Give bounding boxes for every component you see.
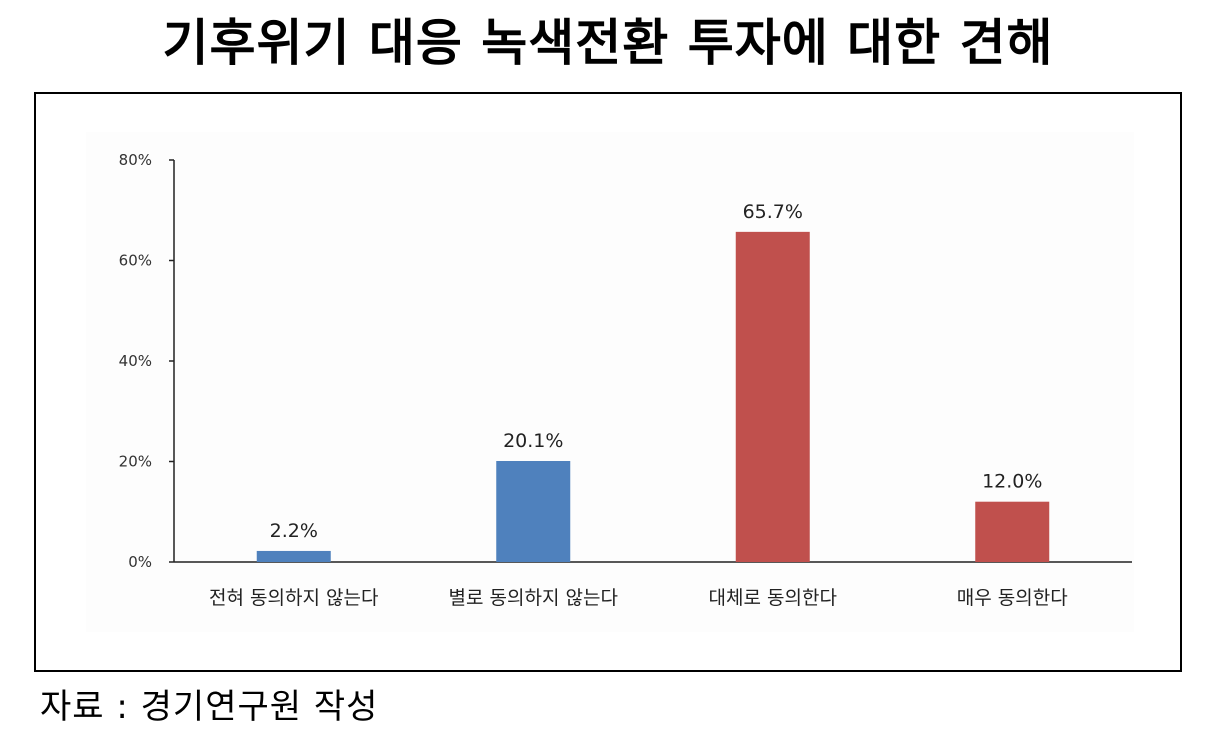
- category-label: 매우 동의한다: [957, 587, 1068, 609]
- bar-value-label: 65.7%: [743, 201, 803, 223]
- y-tick-label: 20%: [119, 453, 152, 471]
- y-tick-label: 0%: [128, 553, 152, 571]
- y-tick-label: 60%: [119, 252, 152, 270]
- y-tick-label: 40%: [119, 352, 152, 370]
- bar: [256, 550, 331, 562]
- category-label: 전혀 동의하지 않는다: [209, 587, 378, 609]
- bar-value-label: 12.0%: [982, 471, 1042, 493]
- bar: [975, 501, 1050, 562]
- source-note: 자료 : 경기연구원 작성: [40, 687, 379, 727]
- chart-frame: 0% 20% 40% 60% 80% 2.2% 전혀 동의하지 않는다 20.1% 별로 동의하…: [34, 92, 1182, 672]
- category-label: 대체로 동의한다: [709, 587, 837, 609]
- bar-value-label: 20.1%: [503, 430, 563, 452]
- plot-area-background: [86, 132, 1134, 632]
- chart-title: 기후위기 대응 녹색전환 투자에 대한 견해: [162, 14, 1054, 72]
- bar: [496, 460, 571, 562]
- category-label: 별로 동의하지 않는다: [449, 587, 618, 609]
- bar-value-label: 2.2%: [270, 520, 318, 542]
- bar: [735, 231, 810, 563]
- y-tick-label: 80%: [119, 151, 152, 169]
- bar-chart: 0% 20% 40% 60% 80% 2.2% 전혀 동의하지 않는다 20.1% 별로 동의하…: [119, 151, 1132, 609]
